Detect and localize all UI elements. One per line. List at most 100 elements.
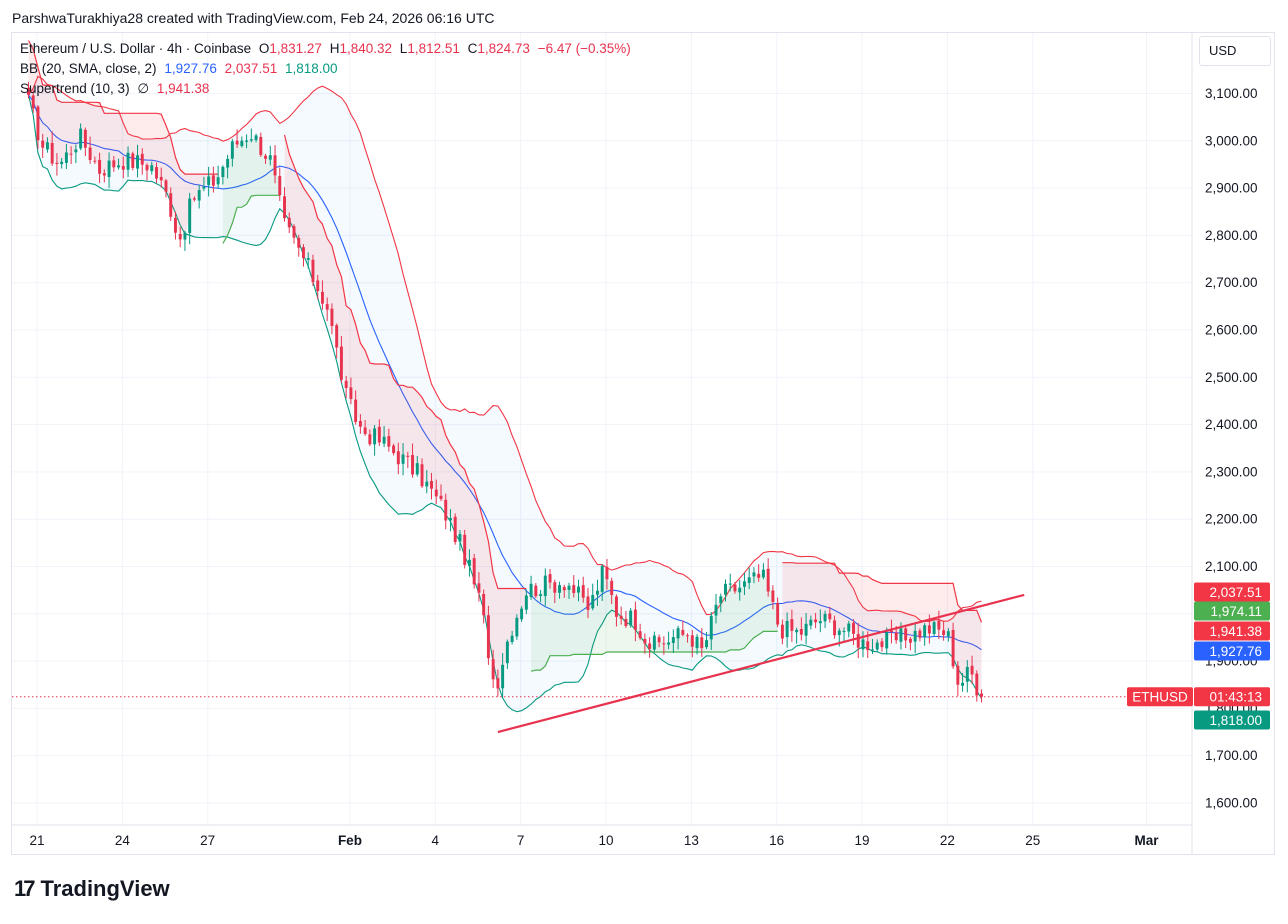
candle[interactable] — [913, 623, 917, 654]
candle[interactable] — [287, 212, 291, 234]
candle[interactable] — [861, 631, 865, 658]
candle[interactable] — [771, 585, 775, 610]
candle[interactable] — [74, 144, 78, 164]
candle[interactable] — [747, 567, 751, 590]
candle[interactable] — [230, 138, 234, 167]
legend-supertrend-row[interactable]: Supertrend (10, 3) ∅ 1,941.38 — [20, 81, 213, 97]
candle[interactable] — [529, 575, 533, 600]
candle[interactable] — [349, 377, 353, 405]
candle[interactable] — [847, 620, 851, 638]
candle[interactable] — [595, 579, 599, 606]
tradingview-logo[interactable]: 17 TradingView — [14, 876, 170, 902]
candle[interactable] — [467, 549, 471, 577]
candle[interactable] — [918, 628, 922, 642]
candle[interactable] — [510, 630, 514, 645]
candle[interactable] — [169, 187, 173, 221]
candle[interactable] — [875, 639, 879, 652]
candle[interactable] — [368, 429, 372, 447]
candle[interactable] — [491, 649, 495, 688]
candle[interactable] — [804, 613, 808, 645]
candle[interactable] — [567, 582, 571, 599]
candle[interactable] — [908, 637, 912, 651]
candle[interactable] — [145, 163, 149, 181]
candle[interactable] — [961, 672, 965, 692]
candle[interactable] — [330, 303, 334, 335]
candle[interactable] — [809, 615, 813, 630]
candle[interactable] — [562, 584, 566, 598]
candle[interactable] — [302, 244, 305, 267]
candle[interactable] — [245, 134, 249, 149]
candle[interactable] — [482, 589, 486, 624]
candle[interactable] — [667, 631, 671, 650]
candle[interactable] — [131, 151, 135, 171]
candle[interactable] — [946, 627, 950, 642]
candle[interactable] — [420, 458, 424, 489]
candle[interactable] — [449, 509, 452, 532]
candle[interactable] — [69, 146, 73, 164]
candle[interactable] — [676, 625, 680, 650]
candle[interactable] — [235, 129, 239, 148]
candle[interactable] — [335, 323, 339, 359]
candle[interactable] — [738, 580, 742, 601]
candle[interactable] — [425, 470, 429, 494]
candle[interactable] — [728, 573, 732, 592]
candle[interactable] — [45, 137, 49, 153]
candle[interactable] — [188, 192, 192, 245]
candle[interactable] — [26, 81, 30, 99]
candle[interactable] — [614, 594, 618, 627]
candle[interactable] — [207, 166, 211, 197]
candle[interactable] — [79, 123, 83, 151]
candle[interactable] — [871, 639, 874, 655]
candle[interactable] — [714, 593, 718, 624]
candle[interactable] — [486, 605, 490, 665]
candle[interactable] — [823, 610, 827, 628]
candle[interactable] — [278, 167, 282, 201]
candle[interactable] — [686, 633, 690, 643]
candle[interactable] — [904, 625, 908, 649]
candle[interactable] — [401, 443, 405, 476]
candle[interactable] — [112, 156, 116, 172]
candle[interactable] — [799, 617, 803, 641]
candle[interactable] — [624, 610, 628, 628]
candle[interactable] — [202, 176, 206, 192]
candle[interactable] — [705, 631, 708, 650]
candle[interactable] — [458, 530, 462, 551]
candle[interactable] — [842, 627, 846, 643]
candle[interactable] — [965, 660, 969, 693]
candle[interactable] — [880, 638, 884, 652]
candle[interactable] — [126, 146, 130, 178]
candle[interactable] — [709, 612, 713, 650]
candle[interactable] — [192, 196, 196, 202]
legend-symbol-row[interactable]: Ethereum / U.S. Dollar · 4h · Coinbase O… — [20, 41, 635, 56]
candle[interactable] — [211, 166, 215, 193]
candle[interactable] — [629, 608, 633, 628]
candle[interactable] — [392, 443, 396, 456]
legend-bb-row[interactable]: BB (20, SMA, close, 2) 1,927.76 2,037.51… — [20, 61, 342, 76]
candle[interactable] — [814, 612, 818, 629]
currency-button[interactable]: USD — [1199, 36, 1271, 66]
candle[interactable] — [117, 158, 121, 170]
candle[interactable] — [937, 610, 941, 640]
candle[interactable] — [752, 567, 756, 584]
candle[interactable] — [472, 553, 476, 589]
candle[interactable] — [411, 443, 415, 478]
candle[interactable] — [297, 234, 301, 257]
candle[interactable] — [164, 178, 168, 198]
candle[interactable] — [439, 484, 443, 502]
candle[interactable] — [662, 636, 666, 655]
candle[interactable] — [93, 156, 97, 164]
candle[interactable] — [320, 280, 324, 310]
candle[interactable] — [818, 609, 822, 633]
candle[interactable] — [724, 579, 727, 602]
candle[interactable] — [558, 581, 562, 599]
candle[interactable] — [159, 167, 163, 188]
candle[interactable] — [572, 575, 576, 598]
candle[interactable] — [652, 631, 656, 652]
candle[interactable] — [970, 655, 974, 684]
candle[interactable] — [695, 633, 699, 655]
candle[interactable] — [444, 493, 448, 530]
candle[interactable] — [795, 627, 799, 644]
candle[interactable] — [197, 184, 201, 209]
candle[interactable] — [648, 637, 652, 658]
candle[interactable] — [524, 589, 528, 615]
